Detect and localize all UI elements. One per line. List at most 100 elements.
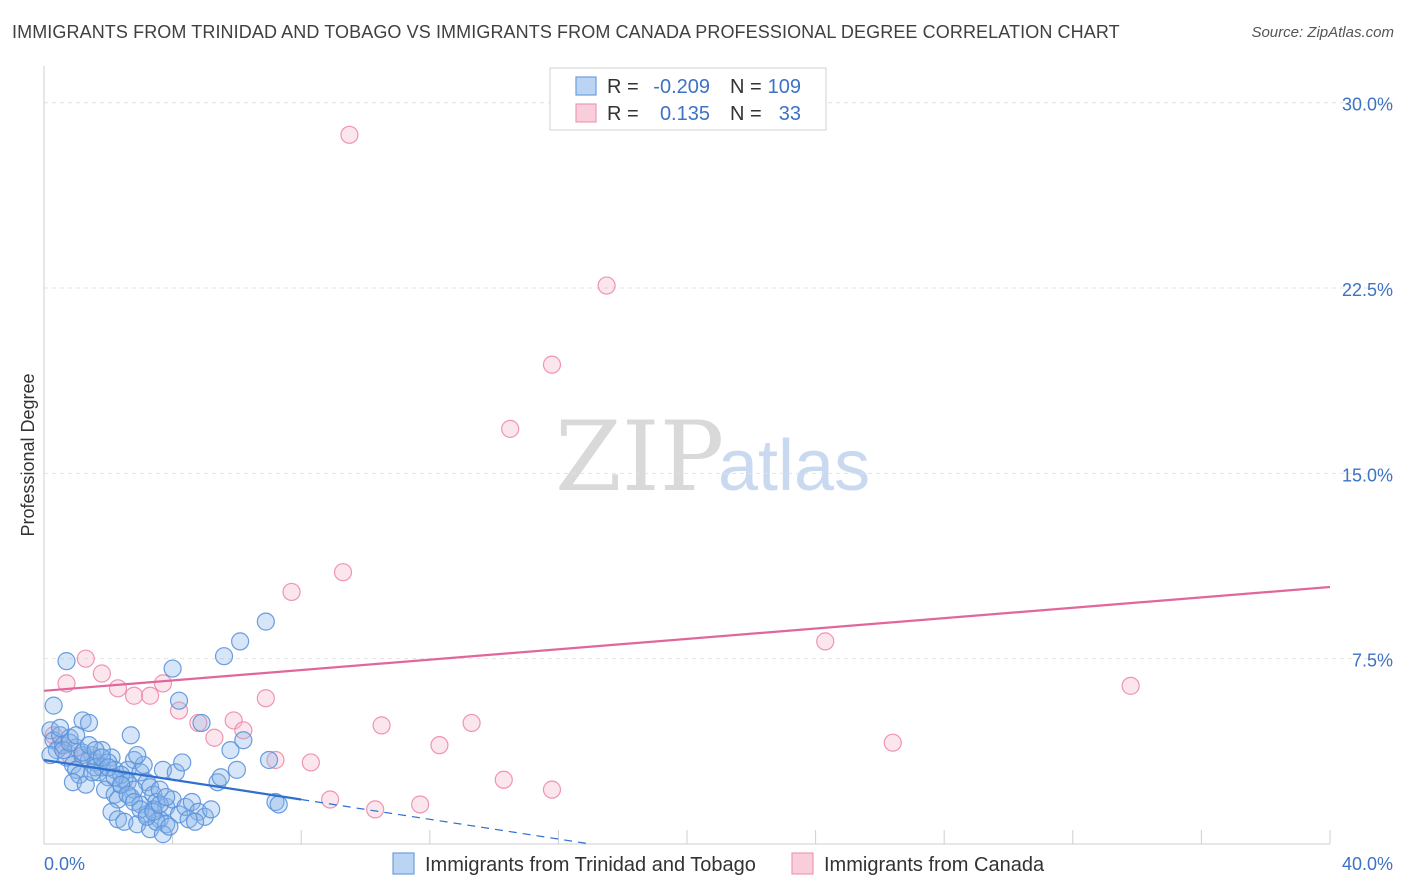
data-point — [202, 800, 221, 819]
data-point — [76, 649, 95, 668]
data-point — [157, 787, 176, 807]
data-point — [1121, 676, 1140, 695]
series-label-trinidad: Immigrants from Trinidad and Tobago — [425, 854, 756, 876]
y-tick-labels: 7.5% 15.0% 22.5% 30.0% — [1342, 95, 1393, 671]
data-point — [211, 768, 230, 787]
data-point — [231, 632, 250, 651]
gridlines — [44, 102, 1393, 660]
legend-n-value-2: 33 — [779, 103, 801, 125]
data-point — [266, 750, 285, 770]
data-point — [321, 790, 340, 809]
data-point — [108, 679, 128, 698]
y-tick-label: 30.0% — [1342, 95, 1393, 115]
data-point — [169, 691, 189, 710]
data-point — [430, 736, 449, 755]
watermark-atlas: atlas — [718, 426, 870, 506]
data-point — [597, 276, 616, 295]
y-tick-label: 15.0% — [1342, 465, 1393, 485]
data-point — [163, 659, 182, 678]
legend-n-label-2: N = — [730, 103, 762, 125]
data-point — [124, 686, 144, 705]
trinidad-trend-extension — [301, 798, 591, 845]
data-point — [256, 689, 275, 708]
legend-n-value-1: 109 — [768, 76, 801, 98]
data-point — [883, 733, 902, 752]
data-point — [57, 652, 76, 671]
legend-r-value-1: -0.209 — [653, 76, 710, 98]
series-swatch-trinidad — [392, 852, 415, 875]
data-point — [92, 748, 111, 767]
legend-swatch-blue — [575, 76, 597, 96]
data-point — [192, 713, 211, 733]
legend-r-label-2: R = — [607, 103, 639, 125]
data-point — [102, 802, 121, 821]
legend-r-label-1: R = — [607, 76, 639, 98]
data-point — [411, 795, 430, 814]
chart-title: IMMIGRANTS FROM TRINIDAD AND TOBAGO VS I… — [12, 22, 1120, 42]
data-point — [282, 582, 301, 602]
data-point — [234, 721, 253, 740]
data-point — [301, 753, 320, 772]
data-point — [169, 701, 189, 720]
x-tick-label-max: 40.0% — [1342, 854, 1393, 874]
data-point — [173, 753, 192, 772]
data-point — [340, 125, 359, 144]
data-point — [153, 825, 173, 844]
data-point — [112, 775, 131, 794]
data-point — [153, 674, 173, 693]
data-point — [224, 711, 243, 730]
data-point — [372, 716, 391, 735]
data-point — [60, 733, 79, 752]
legend-swatch-pink — [575, 103, 597, 123]
data-point — [186, 812, 205, 831]
data-point — [134, 755, 153, 775]
data-point — [542, 355, 562, 374]
data-point — [234, 731, 253, 750]
data-point — [182, 792, 201, 812]
trend-lines — [43, 585, 1331, 845]
series-legend: Immigrants from Trinidad and Tobago Immi… — [392, 852, 1045, 876]
data-point — [366, 800, 385, 819]
y-tick-label: 22.5% — [1342, 280, 1393, 300]
data-point — [128, 745, 147, 765]
data-point — [118, 785, 137, 804]
data-point — [86, 741, 105, 760]
trinidad-points — [41, 612, 288, 844]
series-label-canada: Immigrants from Canada — [824, 854, 1045, 876]
data-point — [816, 632, 835, 651]
data-point — [266, 792, 285, 812]
data-point — [67, 726, 86, 745]
series-swatch-canada — [791, 852, 814, 875]
data-point — [462, 713, 481, 733]
data-point — [205, 728, 224, 747]
data-point — [150, 780, 169, 799]
data-point — [256, 612, 275, 631]
source-label: Source: ZipAtlas.com — [1251, 24, 1394, 41]
data-point — [214, 647, 234, 666]
data-point — [140, 686, 160, 705]
legend-r-value-2: 0.135 — [660, 103, 710, 125]
trinidad-trend-line — [43, 758, 302, 801]
data-point — [494, 770, 513, 789]
data-point — [79, 713, 99, 733]
data-point — [44, 696, 63, 715]
data-point — [259, 750, 279, 770]
data-point — [121, 726, 140, 745]
data-point — [221, 741, 240, 760]
axes — [43, 66, 1331, 845]
data-point — [92, 664, 111, 683]
data-point — [333, 563, 353, 582]
data-point — [50, 718, 70, 737]
data-point — [542, 780, 562, 799]
canada-points — [44, 125, 1140, 819]
x-tick-label-min: 0.0% — [44, 854, 85, 874]
data-point — [105, 768, 124, 787]
data-point — [501, 419, 520, 438]
data-point — [169, 805, 189, 824]
data-point — [54, 741, 73, 760]
correlation-legend: R = -0.209 N = 109 R = 0.135 N = 33 — [549, 67, 827, 131]
data-point — [144, 802, 163, 821]
legend-n-label-1: N = — [730, 76, 762, 98]
watermark-zip: ZIP — [555, 401, 724, 513]
